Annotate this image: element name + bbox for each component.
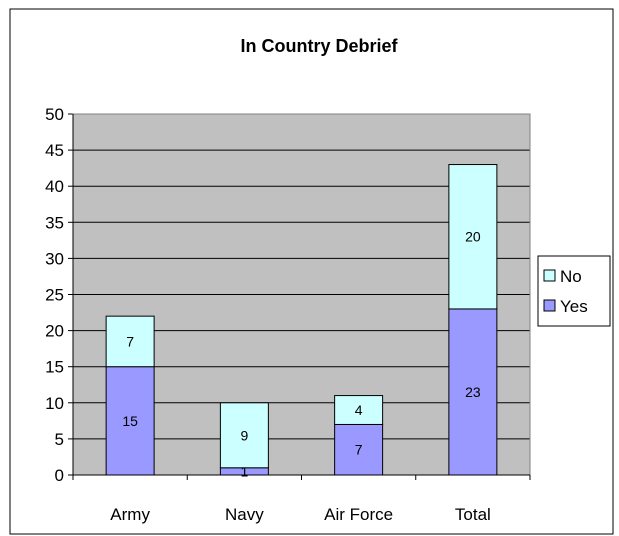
y-tick-label: 10 xyxy=(45,394,64,413)
data-label: 4 xyxy=(355,402,363,418)
data-label: 23 xyxy=(465,384,481,400)
bar-no xyxy=(105,315,155,368)
legend-label: Yes xyxy=(560,297,588,316)
y-tick-label: 20 xyxy=(45,322,64,341)
y-tick-label: 35 xyxy=(45,213,64,232)
bar-yes xyxy=(334,423,384,476)
y-tick-label: 45 xyxy=(45,141,64,160)
legend-swatch-no xyxy=(543,269,556,282)
data-label: 9 xyxy=(240,427,248,443)
x-tick-label: Total xyxy=(455,505,491,524)
y-tick-label: 25 xyxy=(45,286,64,305)
y-tick-label: 30 xyxy=(45,249,64,268)
bar-no xyxy=(219,402,269,469)
y-tick-label: 0 xyxy=(55,466,64,485)
x-tick-label: Air Force xyxy=(324,505,393,524)
y-tick-label: 40 xyxy=(45,177,64,196)
legend-box xyxy=(537,255,611,327)
plot-area: 0 5 10 15 20 25 30 35 40 45 50 15 7 Army 1 9 Navy 7 4 Air F… xyxy=(45,105,531,524)
y-tick-label: 15 xyxy=(45,358,64,377)
x-tick-label: Navy xyxy=(225,505,264,524)
chart-title: In Country Debrief xyxy=(240,36,398,56)
y-tick-label: 50 xyxy=(45,105,64,124)
data-label: 7 xyxy=(126,333,134,349)
bar-yes xyxy=(448,308,498,476)
bar-no xyxy=(334,395,384,425)
y-tick-label: 5 xyxy=(55,430,64,449)
legend-swatch-yes xyxy=(543,299,556,312)
data-label: 20 xyxy=(465,229,481,245)
x-tick-label: Army xyxy=(110,505,150,524)
bar-no xyxy=(448,164,498,310)
data-label: 1 xyxy=(240,463,248,479)
legend-label: No xyxy=(560,267,582,286)
data-label: 15 xyxy=(122,413,138,429)
legend: No Yes xyxy=(537,255,611,327)
data-label: 7 xyxy=(355,442,363,458)
